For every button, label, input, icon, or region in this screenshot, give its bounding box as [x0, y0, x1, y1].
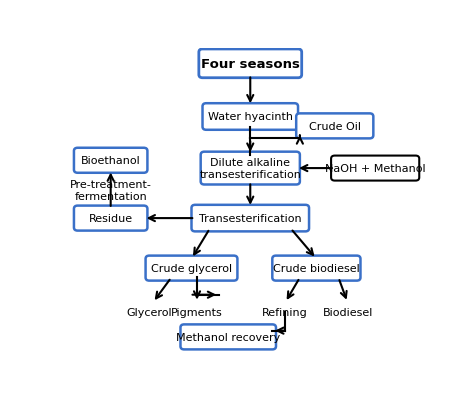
Text: Methanol recovery: Methanol recovery	[176, 332, 280, 342]
Text: Glycerol: Glycerol	[127, 307, 172, 317]
FancyBboxPatch shape	[201, 152, 300, 185]
Text: Dilute alkaline
transesterification: Dilute alkaline transesterification	[200, 158, 301, 179]
Text: Four seasons: Four seasons	[201, 58, 300, 71]
FancyBboxPatch shape	[191, 205, 309, 232]
FancyBboxPatch shape	[202, 104, 298, 130]
FancyBboxPatch shape	[272, 256, 360, 281]
FancyBboxPatch shape	[146, 256, 237, 281]
FancyBboxPatch shape	[331, 156, 419, 181]
Text: Water hyacinth: Water hyacinth	[208, 112, 293, 122]
FancyBboxPatch shape	[74, 206, 147, 231]
Text: NaOH + Methanol: NaOH + Methanol	[325, 164, 426, 174]
FancyBboxPatch shape	[181, 324, 276, 350]
Text: Biodiesel: Biodiesel	[322, 307, 373, 317]
FancyBboxPatch shape	[296, 114, 374, 139]
Text: Refining: Refining	[262, 307, 308, 317]
FancyBboxPatch shape	[199, 50, 301, 79]
Text: Crude glycerol: Crude glycerol	[151, 264, 232, 273]
Text: Crude biodiesel: Crude biodiesel	[273, 264, 360, 273]
FancyBboxPatch shape	[74, 148, 147, 173]
Text: Crude Oil: Crude Oil	[309, 122, 361, 132]
Text: Pre-treatment-
fermentation: Pre-treatment- fermentation	[70, 180, 152, 201]
Text: Bioethanol: Bioethanol	[81, 156, 141, 166]
Text: Pigments: Pigments	[171, 307, 223, 317]
Text: Residue: Residue	[89, 213, 133, 224]
Text: Transesterification: Transesterification	[199, 213, 301, 224]
